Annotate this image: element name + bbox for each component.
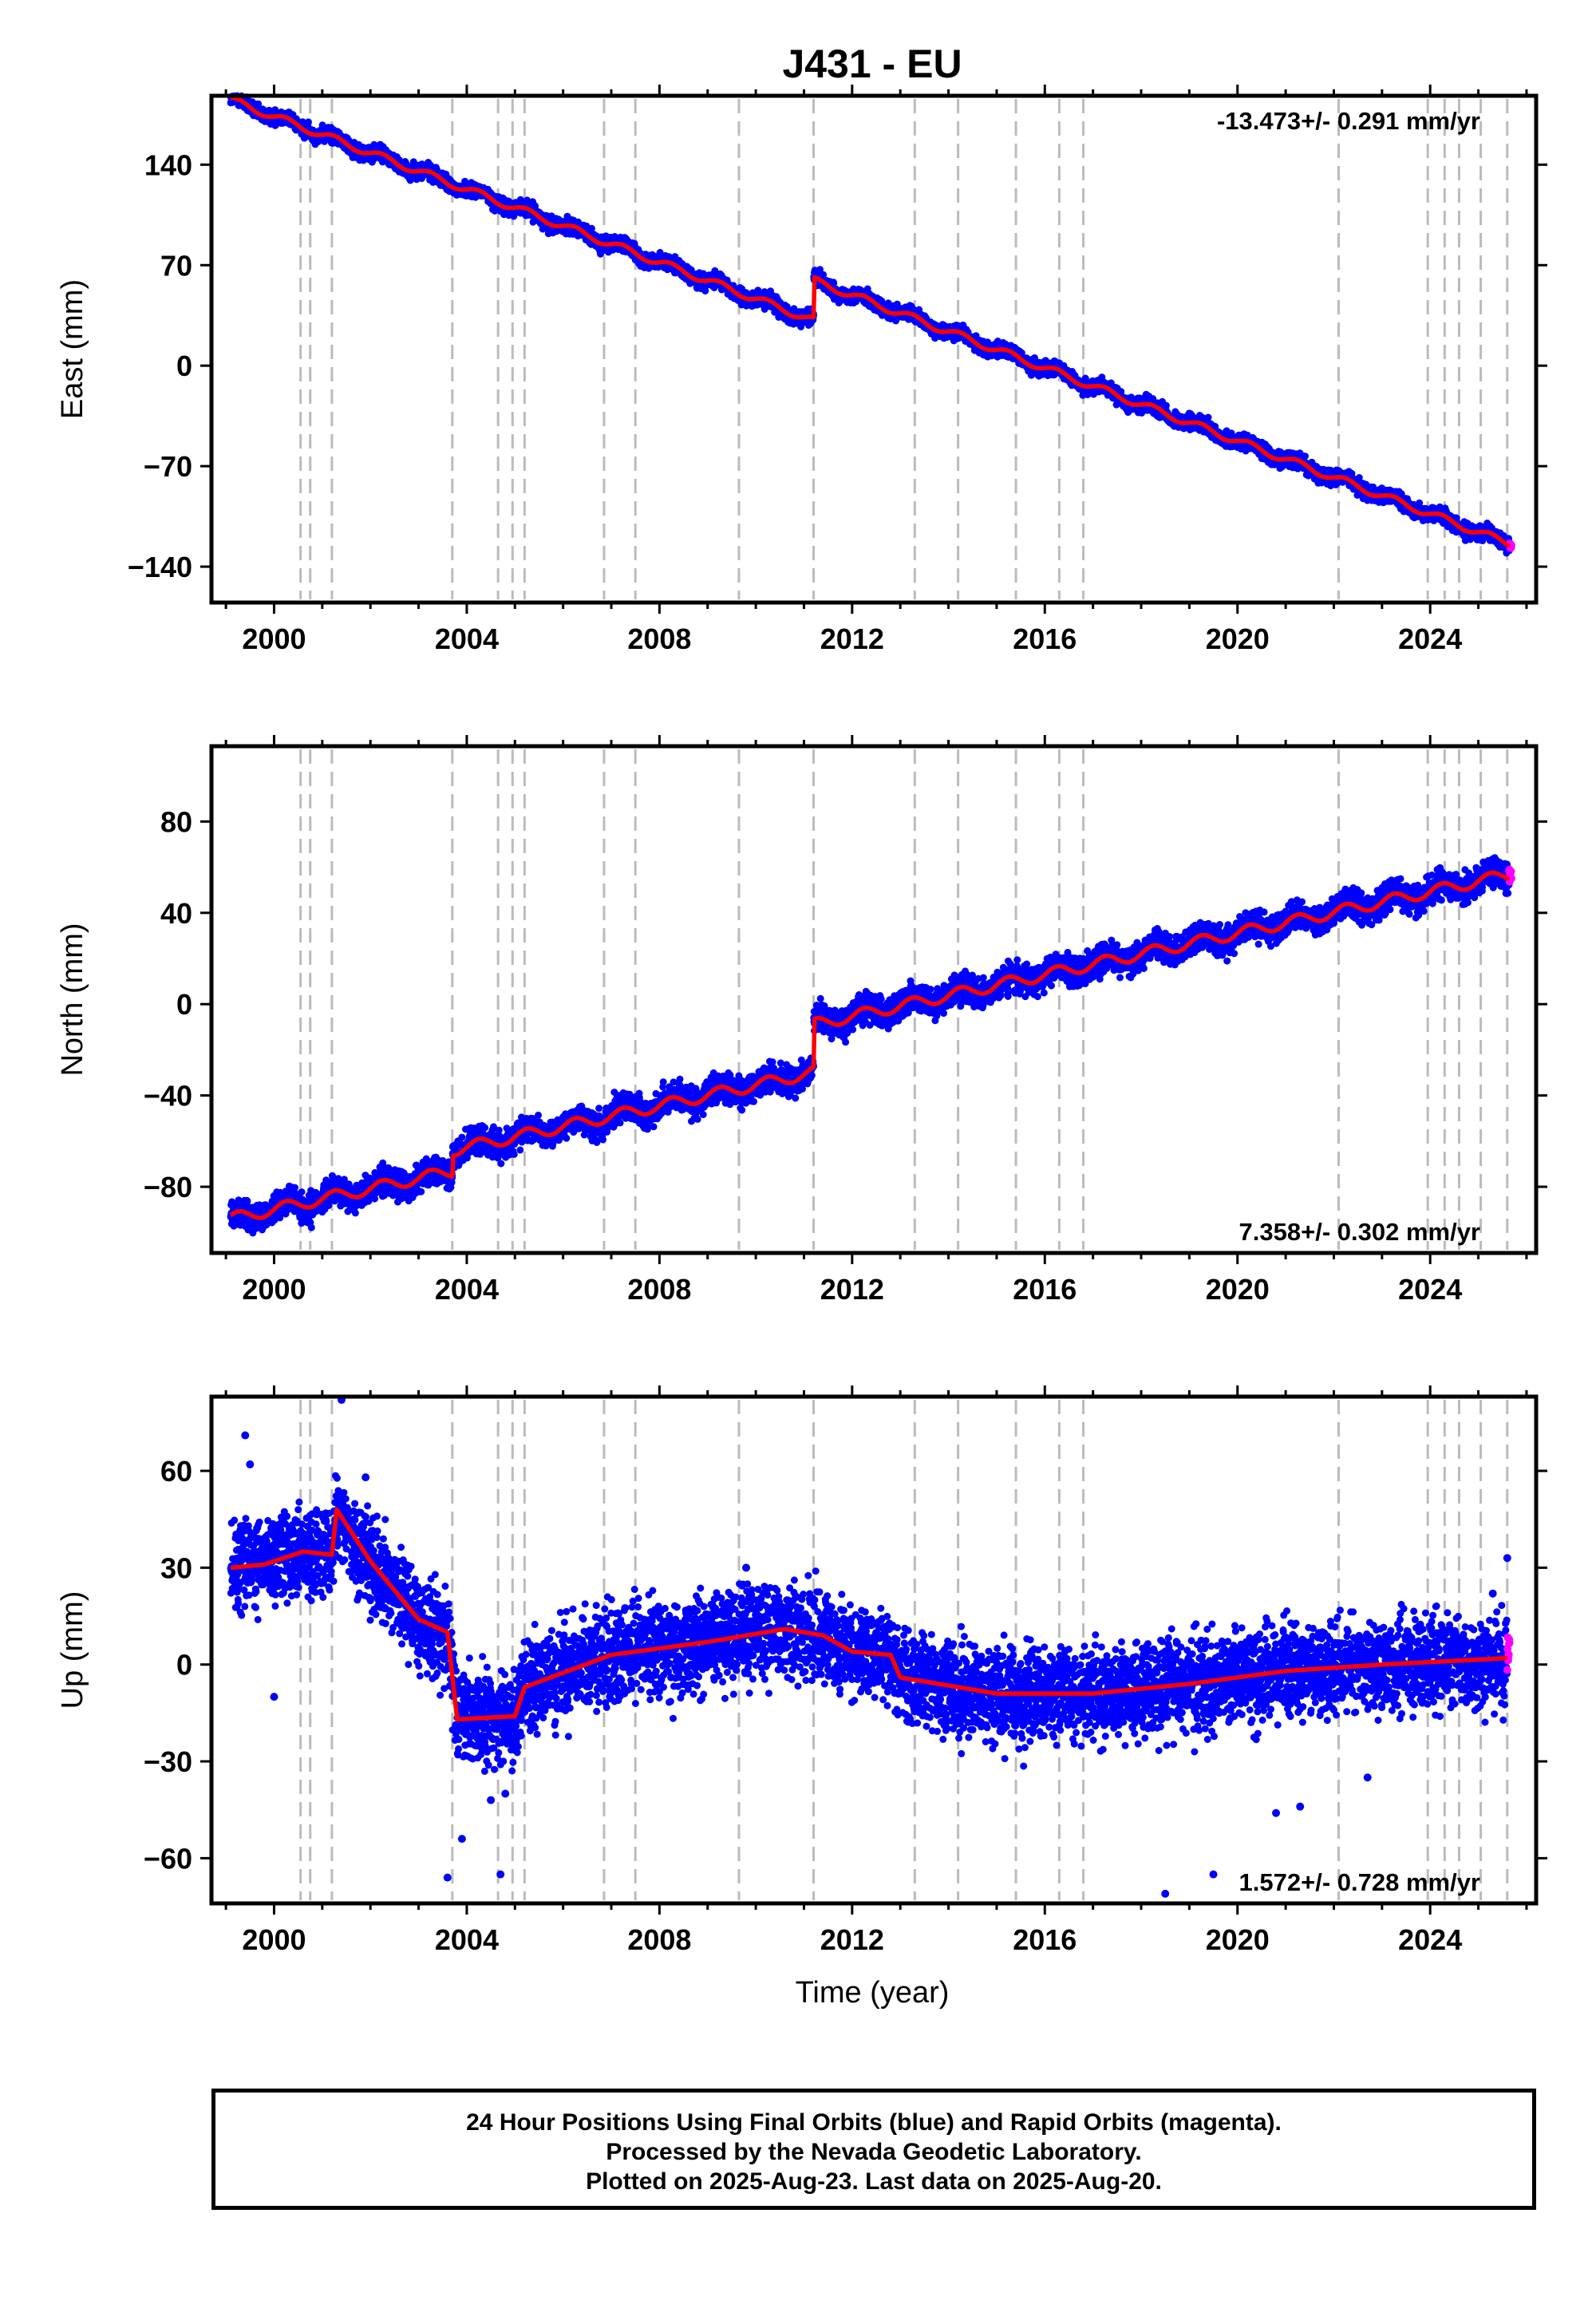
final-orbit-points (227, 92, 1513, 557)
position-point (1162, 401, 1170, 409)
chart-title: J431 - EU (782, 41, 962, 86)
position-point (255, 100, 263, 108)
position-point (305, 118, 312, 126)
